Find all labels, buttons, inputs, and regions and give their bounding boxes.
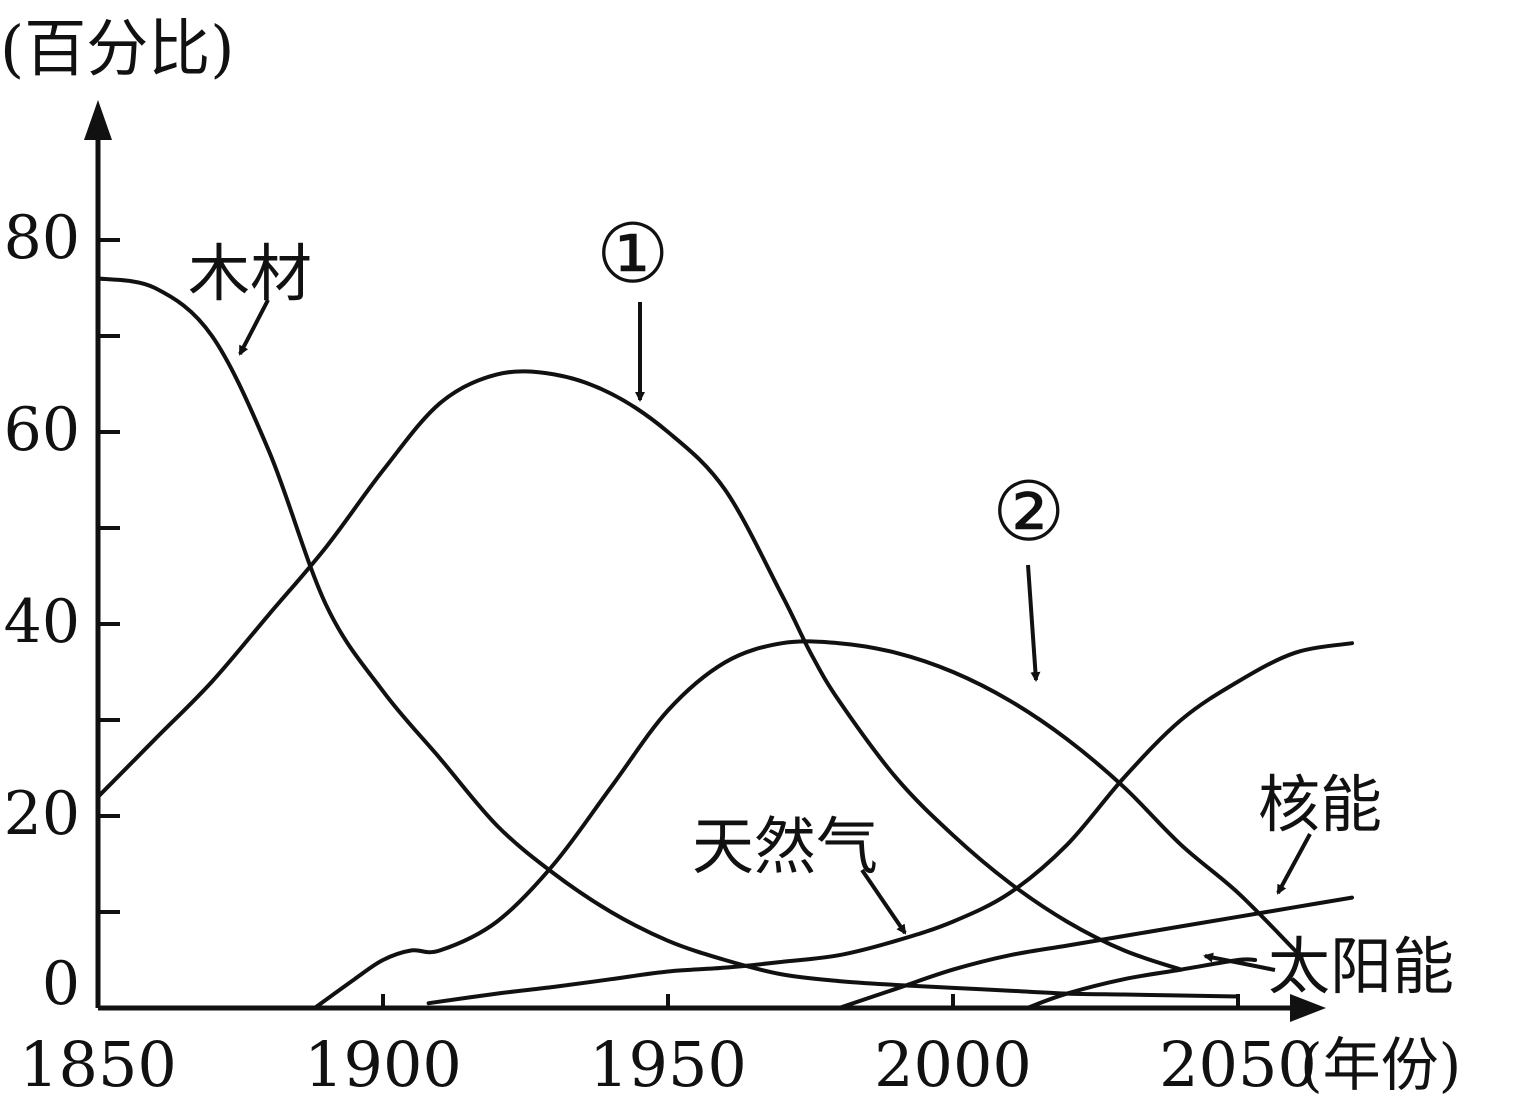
x-tick-label: 2050: [1159, 1028, 1317, 1101]
arrow-natural-gas: [860, 868, 907, 935]
label-natural-gas: 天然气: [692, 810, 878, 883]
y-tick-label: 80: [4, 203, 80, 273]
x-tick-label: 1850: [19, 1028, 177, 1101]
x-tick-label: 1950: [589, 1028, 747, 1101]
y-tick-label: 60: [4, 395, 80, 465]
x-tick-label: 2000: [874, 1028, 1032, 1101]
label-series-1: ①: [596, 207, 670, 302]
y-axis-arrowhead: [84, 100, 112, 140]
arrow-nuclear: [1276, 833, 1312, 895]
arrow-solar: [1203, 952, 1276, 972]
label-nuclear: 核能: [1258, 768, 1382, 841]
x-tick-label: 1900: [304, 1028, 462, 1101]
label-wood: 木材: [188, 237, 312, 310]
series-wood-line: [96, 276, 1240, 999]
arrow-wood: [238, 299, 270, 356]
label-solar: 太阳能: [1268, 930, 1454, 1003]
arrow-series-2: [1026, 564, 1041, 682]
series-solar-line: [1025, 957, 1258, 1010]
series-natural-gas-line: [426, 641, 1354, 1006]
series-2-line: [312, 639, 1297, 1010]
x-axis-arrowhead: [1290, 994, 1326, 1022]
x-axis-label: (年份): [1300, 1031, 1461, 1099]
y-tick-label: 20: [4, 779, 80, 849]
series-1-line: [96, 369, 1183, 972]
y-tick-label: 0: [42, 949, 80, 1019]
y-tick-label: 40: [4, 587, 80, 657]
y-axis-label: (百分比): [0, 12, 234, 85]
series-nuclear-line: [837, 895, 1354, 1010]
label-series-2: ②: [992, 465, 1066, 560]
